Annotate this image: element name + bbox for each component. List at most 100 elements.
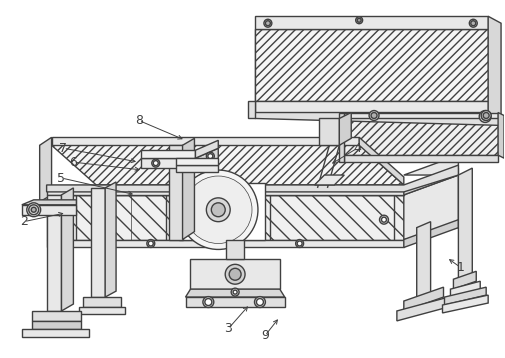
Circle shape [203, 296, 214, 308]
Polygon shape [22, 329, 89, 337]
Polygon shape [403, 220, 458, 247]
Text: 4: 4 [352, 142, 361, 155]
Circle shape [27, 203, 40, 217]
Circle shape [480, 111, 490, 120]
Polygon shape [175, 165, 218, 172]
Circle shape [254, 296, 265, 308]
Polygon shape [76, 195, 165, 240]
Polygon shape [185, 297, 284, 307]
Text: 1: 1 [456, 261, 464, 274]
Polygon shape [79, 307, 125, 314]
Circle shape [355, 17, 362, 24]
Polygon shape [185, 289, 284, 297]
Polygon shape [319, 118, 339, 145]
Polygon shape [140, 158, 195, 168]
Polygon shape [396, 297, 447, 321]
Circle shape [265, 21, 270, 26]
Circle shape [478, 111, 490, 122]
Circle shape [178, 170, 258, 250]
Circle shape [481, 113, 488, 120]
Polygon shape [403, 155, 458, 240]
Polygon shape [269, 195, 393, 240]
Polygon shape [416, 222, 430, 301]
Polygon shape [140, 150, 195, 158]
Polygon shape [32, 321, 81, 329]
Polygon shape [46, 240, 403, 247]
Circle shape [148, 241, 153, 246]
Polygon shape [443, 287, 485, 305]
Polygon shape [175, 158, 218, 165]
Polygon shape [46, 195, 62, 311]
Polygon shape [52, 137, 359, 145]
Polygon shape [359, 137, 403, 185]
Polygon shape [343, 155, 497, 162]
Circle shape [211, 203, 225, 217]
Circle shape [379, 215, 388, 224]
Polygon shape [255, 16, 487, 29]
Polygon shape [449, 281, 479, 297]
Polygon shape [32, 311, 81, 321]
Circle shape [152, 159, 160, 167]
Polygon shape [195, 148, 218, 168]
Polygon shape [403, 168, 458, 195]
Circle shape [184, 176, 251, 243]
Polygon shape [195, 140, 218, 158]
Polygon shape [452, 271, 475, 289]
Polygon shape [343, 118, 497, 155]
Circle shape [370, 112, 376, 118]
Text: 5: 5 [58, 171, 65, 184]
Text: 9: 9 [261, 329, 268, 342]
Text: 7: 7 [60, 142, 67, 155]
Polygon shape [22, 200, 76, 205]
Polygon shape [255, 112, 500, 125]
Circle shape [31, 207, 36, 212]
Circle shape [470, 21, 475, 26]
Text: 8: 8 [135, 114, 142, 127]
Text: 6: 6 [69, 156, 77, 169]
Circle shape [146, 240, 155, 247]
Circle shape [357, 18, 361, 22]
Polygon shape [62, 188, 73, 311]
Polygon shape [255, 101, 487, 112]
Circle shape [368, 111, 378, 120]
Polygon shape [339, 112, 343, 162]
Circle shape [229, 268, 240, 280]
Polygon shape [52, 185, 403, 195]
Polygon shape [182, 138, 194, 240]
Polygon shape [195, 195, 403, 240]
Circle shape [206, 198, 230, 222]
Circle shape [29, 205, 38, 215]
Polygon shape [255, 29, 487, 101]
Polygon shape [247, 101, 255, 118]
Circle shape [208, 154, 213, 159]
Polygon shape [22, 205, 76, 215]
Circle shape [205, 299, 212, 305]
Polygon shape [83, 297, 121, 307]
Polygon shape [39, 137, 52, 202]
Polygon shape [497, 112, 503, 158]
Circle shape [153, 161, 158, 166]
Polygon shape [442, 295, 487, 313]
Circle shape [231, 288, 239, 296]
Polygon shape [168, 145, 182, 240]
Text: 3: 3 [224, 322, 232, 335]
Circle shape [295, 240, 303, 247]
Circle shape [233, 290, 237, 294]
Polygon shape [339, 112, 350, 145]
Polygon shape [487, 16, 500, 118]
Circle shape [225, 264, 244, 284]
Polygon shape [314, 175, 343, 185]
Polygon shape [255, 29, 487, 101]
Circle shape [264, 19, 271, 27]
Text: 2: 2 [20, 215, 28, 228]
Circle shape [468, 19, 476, 27]
Polygon shape [46, 188, 403, 195]
Polygon shape [190, 260, 279, 289]
Polygon shape [226, 240, 243, 260]
Polygon shape [105, 182, 116, 297]
Polygon shape [46, 165, 458, 192]
Polygon shape [403, 287, 443, 311]
Polygon shape [343, 112, 497, 118]
Circle shape [381, 217, 386, 222]
Circle shape [482, 112, 488, 118]
